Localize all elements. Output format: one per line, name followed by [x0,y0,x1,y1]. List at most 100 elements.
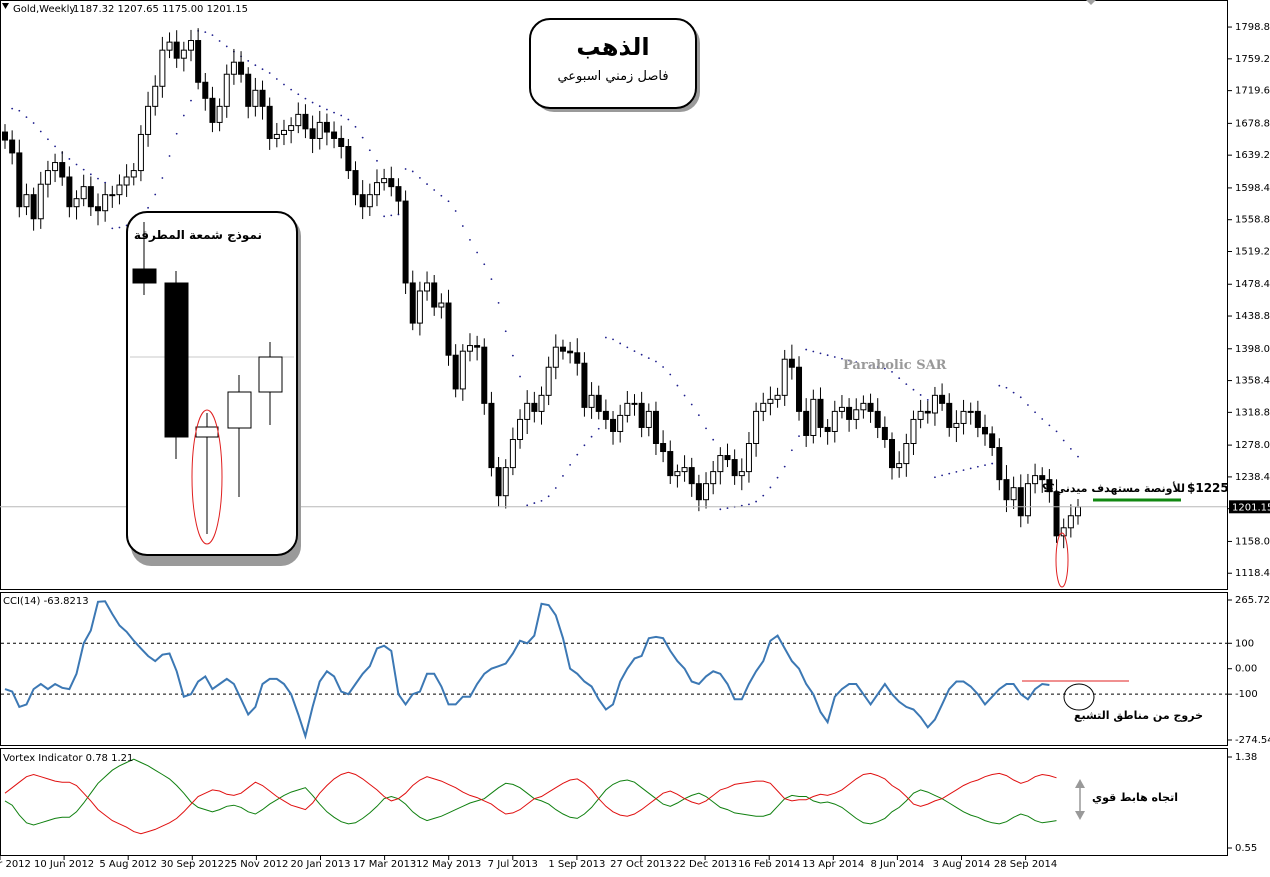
bear-candle [352,170,359,196]
bear-candle [989,433,996,449]
sar-dot [755,500,757,503]
bull-candle [116,184,123,196]
bear-candle [395,186,402,202]
time-tick-label: 30 Sep 2012 [161,859,224,870]
time-tick-label: 25 Nov 2012 [224,859,288,870]
pattern-candle [164,282,189,438]
sar-dot [318,105,321,108]
bear-candle [266,105,273,139]
current-price-label: 1201.15 [1232,502,1270,513]
bear-candle [731,459,738,477]
sar-dot [218,40,221,42]
bear-candle [323,121,330,133]
bear-candle [581,362,588,408]
sar-dot [776,476,779,479]
bull-candle [152,85,159,107]
price-tick-label: 1558.80 [1235,215,1270,226]
current-price-tag [1229,500,1270,514]
bull-candle [230,61,237,75]
bull-candle [1024,483,1031,517]
bull-candle [123,176,130,186]
sar-dot [225,45,228,48]
bull-candle [738,471,745,477]
vortex-arrow-up-icon [1075,779,1085,788]
title-box-title: الذهب [576,33,649,61]
sar-dot [39,130,42,133]
time-tick-label: 13 Apr 2014 [802,859,864,870]
time-tick-label: 22 Dec 2013 [673,859,737,870]
pattern-hammer-highlight [191,409,223,545]
bull-candle [273,133,280,139]
vortex-arrow-down-icon [1075,811,1085,820]
pattern-hammer-candle [195,426,219,438]
sar-dot [326,108,328,111]
vortex-tick-label: 0.55 [1235,843,1257,854]
time-tick-label: 28 Sep 2014 [994,859,1057,870]
bull-candle [280,129,287,135]
sar-dot [576,453,579,456]
sar-dot [275,78,278,80]
sar-dot [862,362,865,365]
vortex-tick-label: 1.38 [1235,752,1257,763]
price-tick-label: 1358.40 [1235,376,1270,387]
sar-dot [934,476,936,479]
sar-dot [519,375,521,378]
bear-candle [574,352,581,364]
vortex-minus-line [4,771,1057,835]
bull-candle [316,121,323,139]
cci-tick-label: 100 [1235,638,1254,649]
bull-candle [223,73,230,107]
sar-dot [68,158,71,160]
bull-candle [860,402,867,411]
scroll-marker-icon[interactable] [1086,0,1096,5]
sar-dot [182,114,185,117]
chart-menu-icon[interactable] [2,3,9,9]
bear-candle [638,402,645,428]
bull-candle [73,198,80,208]
bear-candle [924,410,931,414]
time-tick-label: 15 Apr 2012 [0,859,31,870]
sar-dot [719,508,722,511]
cci-tick-label: 265.7238 [1235,595,1270,606]
sar-dot [347,118,350,121]
sar-dot [390,214,393,217]
bull-candle [381,178,388,184]
sar-dot [111,227,114,230]
time-tick-label: 7 Jul 2013 [488,859,538,870]
bull-candle [52,162,59,172]
sar-dot [1005,386,1008,389]
bull-candle [252,89,259,107]
hammer-highlight [1055,532,1069,588]
sar-dot [540,499,543,502]
bear-candle [474,345,481,348]
sar-dot [604,336,607,339]
sar-dot [969,467,972,470]
sar-dot [376,159,378,162]
price-tick-label: 1759.20 [1235,54,1270,65]
price-tick-label: 1478.40 [1235,279,1270,290]
price-tick-label: 1598.40 [1235,183,1270,194]
pattern-candle [258,356,283,393]
bear-candle [9,139,16,154]
price-tick-label: 1438.80 [1235,311,1270,322]
sar-dot [991,462,994,465]
bear-candle [359,194,366,208]
bull-candle [645,410,652,428]
bull-candle [1060,527,1067,537]
bull-candle [838,406,845,412]
sar-dot [697,414,700,417]
sar-dot [118,226,121,229]
bear-candle [209,97,216,123]
time-tick-label: 8 Jun 2014 [871,859,925,870]
sar-dot [583,444,586,447]
pattern-candles [132,222,283,534]
sar-dot [297,93,300,96]
bull-candle [617,414,624,432]
price-tick-label: 1519.20 [1235,246,1270,257]
bear-candle [202,81,209,99]
vortex-plus-line [4,758,1057,826]
sar-dot [798,435,800,438]
bear-candle [803,410,810,436]
bull-candle [1075,506,1081,517]
sar-dot [54,145,56,148]
